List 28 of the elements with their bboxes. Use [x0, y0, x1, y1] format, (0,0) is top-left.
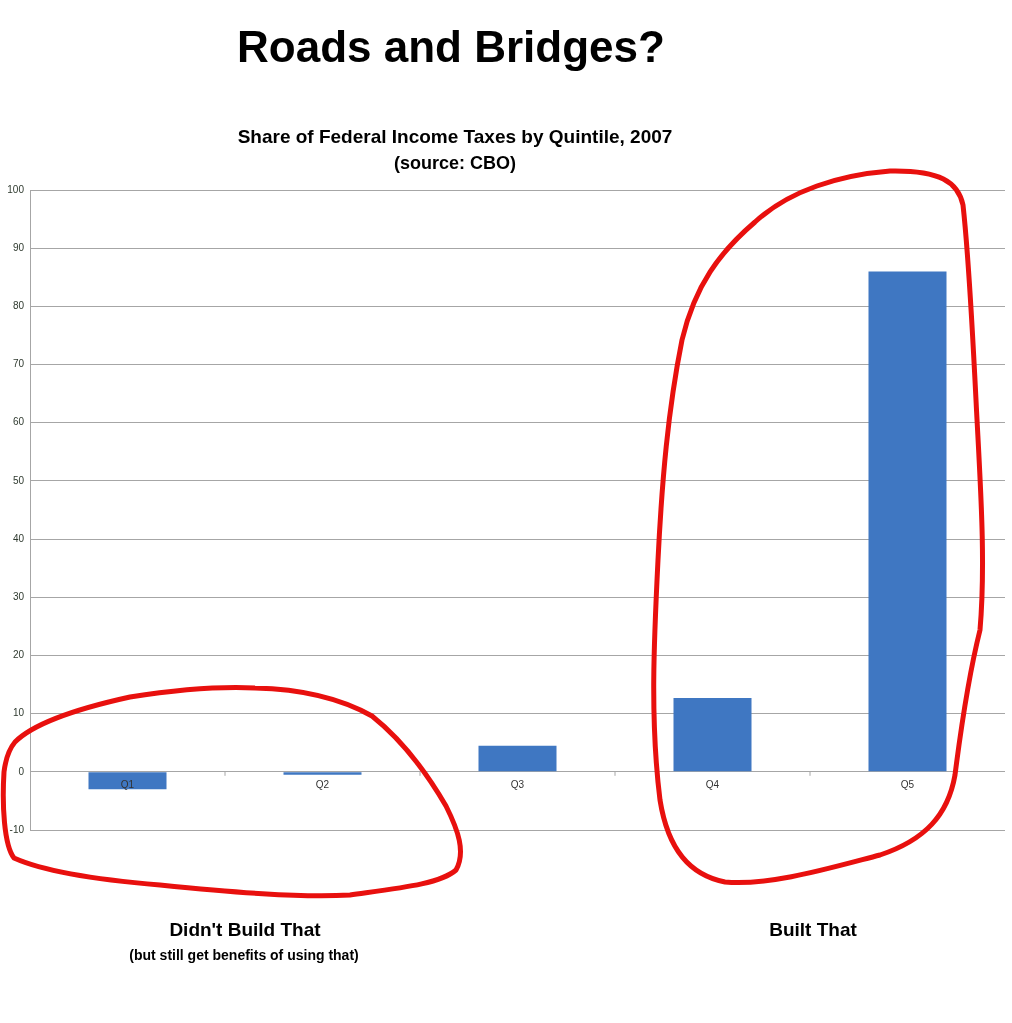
x-tick-label: Q4 — [705, 778, 720, 790]
bar — [673, 697, 752, 772]
y-tick-label: 50 — [12, 474, 25, 486]
bar — [88, 772, 167, 790]
chart-title: Roads and Bridges? — [237, 22, 665, 72]
y-tick-label: 0 — [18, 765, 25, 777]
y-tick-label: 100 — [7, 183, 25, 195]
y-tick-label: 70 — [12, 358, 25, 370]
y-tick-label: 30 — [12, 591, 25, 603]
bar — [868, 271, 947, 772]
x-tick-label: Q2 — [315, 778, 330, 790]
x-tick-label: Q3 — [510, 778, 525, 790]
text: (but still get benefits of using that) — [129, 947, 359, 963]
y-tick-label: 20 — [12, 649, 25, 661]
y-tick-label: 60 — [12, 416, 25, 428]
y-tick-label: -10 — [9, 823, 25, 835]
y-tick-label: 90 — [12, 241, 25, 253]
text: (source: CBO) — [393, 152, 517, 174]
y-tick-label: 80 — [12, 300, 25, 312]
text: Didn't Build That — [169, 919, 321, 941]
bar — [478, 745, 557, 772]
x-tick-label: Q5 — [900, 778, 915, 790]
y-tick-label: 40 — [12, 532, 25, 544]
y-tick-label: 10 — [12, 707, 25, 719]
chart-subtitle: Share of Federal Income Taxes by Quintile, 2007 — [237, 126, 673, 148]
bar — [283, 772, 362, 775]
text: Built That — [769, 919, 857, 941]
x-tick-label: Q1 — [120, 778, 135, 790]
